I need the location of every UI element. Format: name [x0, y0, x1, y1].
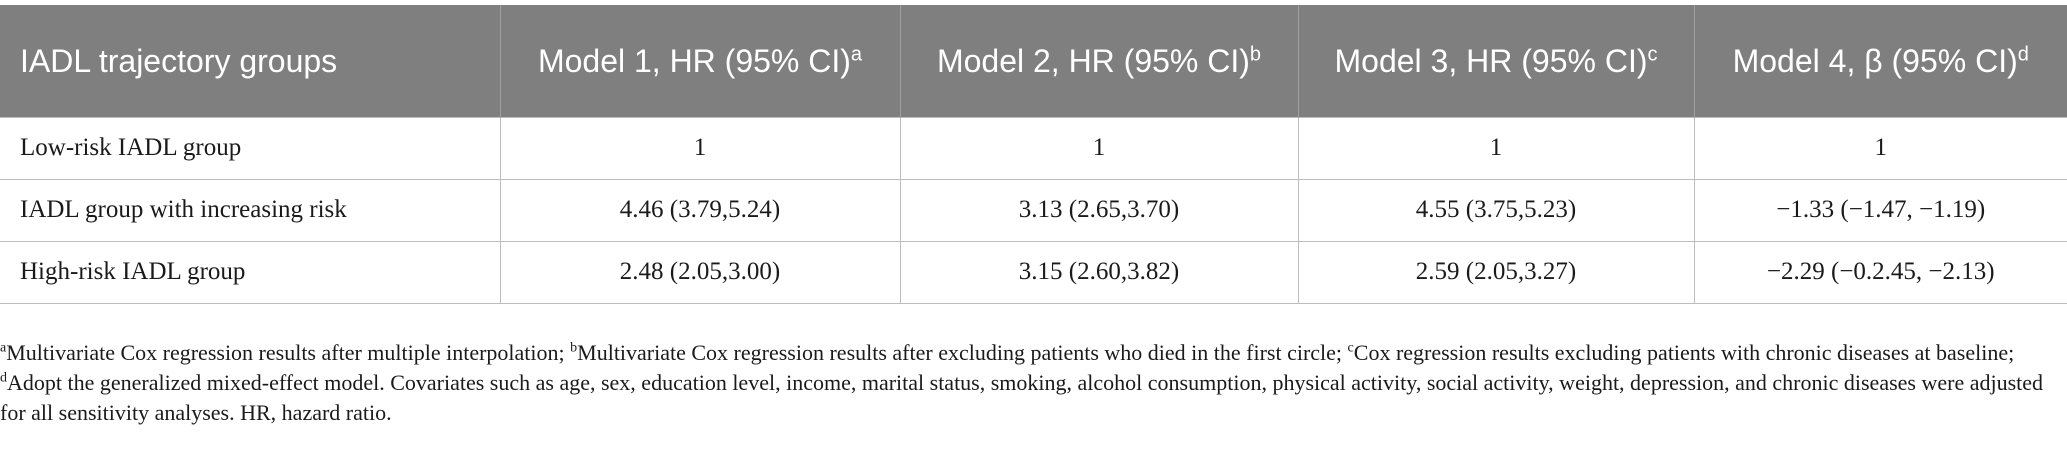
cell-model-2: 3.15 (2.60,3.82) [899, 240, 1298, 304]
cell-model-3: 2.59 (2.05,3.27) [1297, 240, 1694, 304]
table-row: Low-risk IADL group 1 1 1 1 [0, 116, 2067, 179]
cell-model-1: 4.46 (3.79,5.24) [499, 178, 900, 241]
footnote-marker: a [0, 340, 7, 356]
cell-model-2: 1 [899, 116, 1298, 179]
footnote-marker: b [570, 340, 578, 356]
cell-group: High-risk IADL group [0, 240, 500, 304]
cell-model-4: 1 [1693, 116, 2067, 179]
cell-model-1: 1 [499, 116, 900, 179]
cell-model-3: 4.55 (3.75,5.23) [1297, 178, 1694, 241]
footnote-text: Cox regression results excluding patient… [1353, 340, 2015, 365]
results-table: IADL trajectory groups Model 1, HR (95% … [0, 5, 2067, 304]
table-row: IADL group with increasing risk 4.46 (3.… [0, 178, 2067, 241]
table-footnote: aMultivariate Cox regression results aft… [0, 338, 2050, 428]
header-model-2: Model 2, HR (95% CI)b [899, 5, 1298, 117]
footnote-marker: d [2017, 43, 2029, 66]
cell-model-2: 3.13 (2.65,3.70) [899, 178, 1298, 241]
cell-model-1: 2.48 (2.05,3.00) [499, 240, 900, 304]
header-model-1: Model 1, HR (95% CI)a [499, 5, 900, 117]
table-row: High-risk IADL group 2.48 (2.05,3.00) 3.… [0, 240, 2067, 304]
cell-group: IADL group with increasing risk [0, 178, 500, 241]
footnote-text: Multivariate Cox regression results afte… [6, 340, 571, 365]
cell-model-3: 1 [1297, 116, 1694, 179]
cell-model-4: −1.33 (−1.47, −1.19) [1693, 178, 2067, 241]
footnote-marker: a [850, 43, 863, 66]
cell-model-4: −2.29 (−0.2.45, −2.13) [1693, 240, 2067, 304]
footnote-marker: b [1249, 43, 1262, 66]
header-trajectory-groups: IADL trajectory groups [0, 5, 500, 117]
cell-group: Low-risk IADL group [0, 116, 500, 179]
footnote-text: Multivariate Cox regression results afte… [577, 340, 1348, 365]
footnote-marker: c [1647, 43, 1658, 66]
table-header-row: IADL trajectory groups Model 1, HR (95% … [0, 5, 2067, 117]
header-model-3: Model 3, HR (95% CI)c [1297, 5, 1694, 117]
footnote-text: Adopt the generalized mixed-effect model… [0, 370, 2044, 425]
header-model-4: Model 4, β (95% CI)d [1693, 5, 2067, 117]
footnote-marker: d [0, 370, 7, 386]
footnote-marker: c [1347, 340, 1354, 356]
